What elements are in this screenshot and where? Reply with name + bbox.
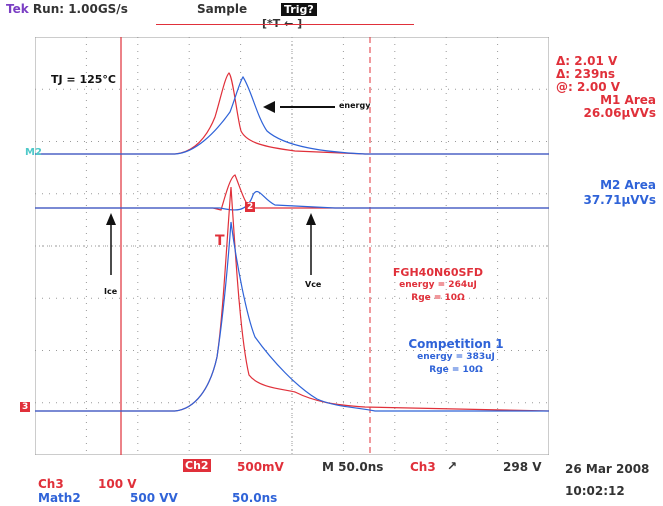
legend-device-2: Competition 1 energy = 383uJ Rge = 10Ω <box>381 337 531 376</box>
trigger-status-badge: Trig? <box>281 3 317 16</box>
math2-timebase: 50.0ns <box>232 491 278 505</box>
trace-energy-ch2 <box>35 75 549 155</box>
trigger-source: Ch3 <box>410 460 436 474</box>
math2-label: Math2 <box>38 491 81 505</box>
trigger-slope-icon: ↗ <box>447 459 458 473</box>
device-2-name: Competition 1 <box>408 337 504 351</box>
trace-ice-ch2 <box>35 221 549 412</box>
trigger-t-icon: T <box>215 233 225 249</box>
waveform-plot <box>34 36 550 456</box>
run-status: Run: 1.00GS/s <box>32 2 128 16</box>
ch3-scale: 100 V <box>98 477 137 491</box>
device-2-rge: Rge = 10Ω <box>429 365 483 375</box>
device-1-energy: energy = 264uJ <box>399 280 477 290</box>
math2-scale: 500 VV <box>130 491 178 505</box>
record-bar <box>156 24 414 25</box>
trace-energy-ch1 <box>35 72 549 155</box>
m2-marker[interactable]: M2 <box>25 147 42 158</box>
m2-area-value: 37.71µVVs <box>583 193 656 207</box>
trigger-level: 298 V <box>503 460 542 474</box>
arrow-icon <box>106 213 116 225</box>
m2-area-title: M2 Area <box>600 178 656 192</box>
trace-vce-ch1 <box>35 174 549 211</box>
m1-area-value: 26.06µVVs <box>583 106 656 120</box>
legend-device-1: FGH40N60SFD energy = 264uJ Rge = 10Ω <box>363 266 513 304</box>
ch3-label: Ch3 <box>38 477 64 491</box>
trace-vce-ch2 <box>35 190 549 211</box>
energy-label: energy <box>339 101 371 110</box>
arrow-icon <box>263 101 275 113</box>
cursor-readout: Δ: 2.01 V Δ: 239ns @: 2.00 V M1 Area 26.… <box>556 55 656 120</box>
graticule <box>34 36 550 456</box>
vce-label: Vce <box>305 280 322 289</box>
date-label: 26 Mar 2008 <box>565 462 650 476</box>
device-1-name: FGH40N60SFD <box>392 266 484 279</box>
arrow-icon <box>306 213 316 225</box>
timebase: M 50.0ns <box>322 460 384 474</box>
ch2-ground-marker[interactable]: 2 <box>245 202 256 212</box>
device-2-energy: energy = 383uJ <box>417 352 495 362</box>
brand-label: Tek <box>6 2 29 16</box>
scope-screen: TJ = 125°C energy Ice Vce T FGH40N60SFD … <box>34 36 550 456</box>
ch3-ground-marker[interactable]: 3 <box>20 402 31 412</box>
at-v-readout: @: 2.00 V <box>556 80 621 94</box>
delta-t-readout: Δ: 239ns <box>556 67 615 81</box>
ch2-badge[interactable]: Ch2 <box>183 459 211 472</box>
junction-temperature-label: TJ = 125°C <box>51 73 117 86</box>
m1-area-title: M1 Area <box>600 93 656 107</box>
acquisition-mode: Sample <box>197 2 248 16</box>
ch2-scale: 500mV <box>237 460 284 474</box>
trigger-position-indicator: [*T ← ] <box>262 17 303 30</box>
m2-area-readout: M2 Area 37.71µVVs <box>556 178 656 208</box>
ice-label: Ice <box>104 287 118 296</box>
time-label: 10:02:12 <box>565 484 625 498</box>
delta-v-readout: Δ: 2.01 V <box>556 54 618 68</box>
device-1-rge: Rge = 10Ω <box>411 293 465 303</box>
status-bar: Tek Run: 1.00GS/s <box>6 2 128 16</box>
